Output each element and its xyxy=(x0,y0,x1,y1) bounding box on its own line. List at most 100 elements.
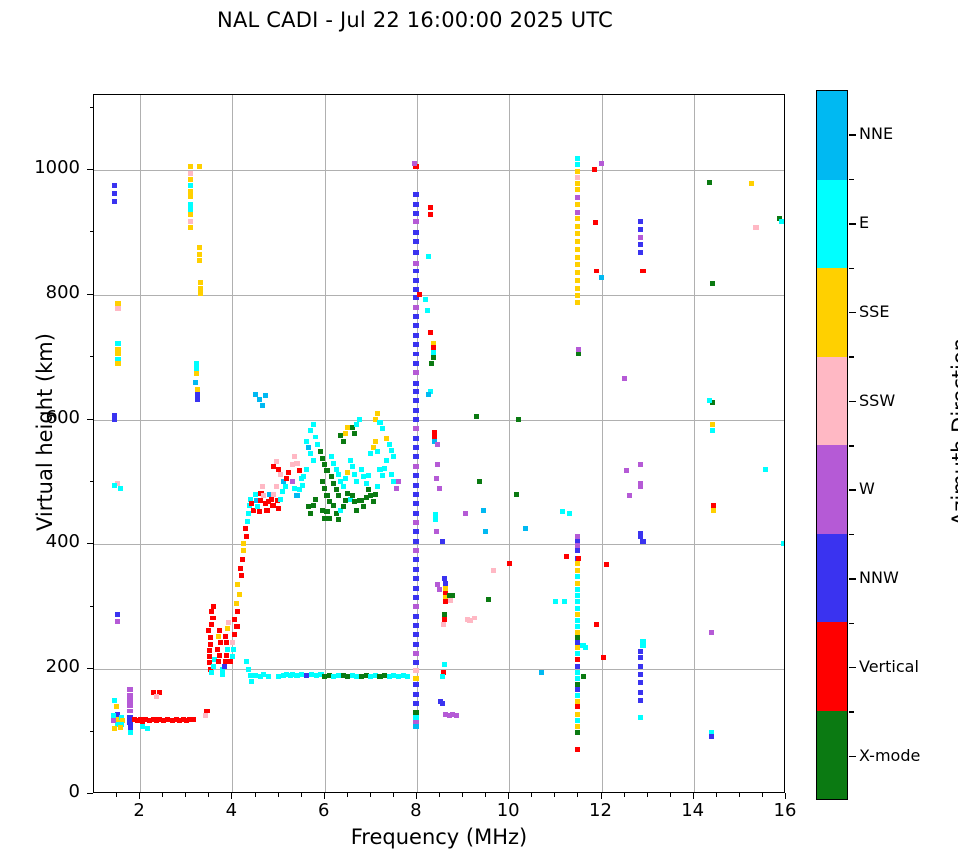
data-point xyxy=(424,307,430,313)
data-point xyxy=(276,505,282,511)
data-point xyxy=(413,351,419,357)
data-point xyxy=(391,454,397,460)
data-point xyxy=(413,380,419,386)
x-minor-tick xyxy=(392,793,394,797)
data-point xyxy=(305,504,312,510)
data-point xyxy=(115,340,121,346)
data-point xyxy=(308,451,314,457)
data-point xyxy=(372,438,378,444)
data-point xyxy=(441,621,447,627)
data-point xyxy=(413,667,419,673)
data-point xyxy=(354,422,360,427)
data-point xyxy=(581,674,587,680)
grid-line-vertical xyxy=(601,95,603,792)
data-point xyxy=(462,510,468,516)
data-point xyxy=(430,345,436,351)
data-point xyxy=(375,410,381,416)
data-point xyxy=(322,461,328,467)
x-minor-tick xyxy=(208,793,210,797)
data-point xyxy=(413,473,419,479)
data-point xyxy=(286,470,292,476)
data-point xyxy=(195,387,201,393)
data-point xyxy=(309,671,315,677)
data-point xyxy=(431,438,437,444)
colorbar-segment-w[interactable] xyxy=(817,445,847,534)
data-point xyxy=(574,209,580,215)
colorbar-label-x-mode: X-mode xyxy=(859,745,921,765)
colorbar-label-w: W xyxy=(859,479,875,499)
data-point xyxy=(707,179,713,185)
data-point xyxy=(278,471,284,477)
data-point xyxy=(345,470,351,476)
data-point xyxy=(342,476,348,482)
colorbar-segment-nnw[interactable] xyxy=(817,533,847,622)
data-point xyxy=(252,491,258,497)
data-point xyxy=(349,463,355,469)
data-point xyxy=(118,725,124,731)
colorbar-boundary-tick xyxy=(849,267,854,270)
plot-area[interactable] xyxy=(93,94,785,793)
data-point xyxy=(450,593,456,599)
colorbar[interactable] xyxy=(816,90,848,800)
data-point xyxy=(289,461,295,467)
data-point xyxy=(640,638,646,644)
data-point xyxy=(225,646,231,652)
data-point xyxy=(119,721,125,727)
colorbar-boundary-tick xyxy=(849,533,854,536)
y-minor-tick xyxy=(89,480,93,482)
data-point xyxy=(333,486,339,492)
data-point xyxy=(356,417,362,423)
data-point xyxy=(310,503,316,509)
data-point xyxy=(331,460,337,466)
colorbar-boundary-tick xyxy=(849,622,854,625)
data-point xyxy=(112,482,118,488)
data-point xyxy=(386,442,392,447)
data-point xyxy=(413,268,419,274)
colorbar-segment-x-mode[interactable] xyxy=(817,710,847,799)
data-point xyxy=(513,491,519,497)
data-point xyxy=(224,639,230,645)
data-point xyxy=(379,473,385,479)
data-point xyxy=(361,504,367,510)
data-point xyxy=(638,218,644,224)
y-tick xyxy=(87,293,93,295)
x-minor-tick xyxy=(369,793,371,797)
data-point xyxy=(538,669,545,675)
data-point xyxy=(292,454,298,460)
data-point xyxy=(294,493,300,499)
data-point xyxy=(413,463,419,469)
data-point xyxy=(188,218,194,224)
data-point xyxy=(329,474,335,480)
data-point xyxy=(413,164,419,170)
data-point xyxy=(209,669,215,675)
data-point xyxy=(413,660,419,666)
data-point xyxy=(127,692,133,698)
data-point xyxy=(574,548,580,554)
data-point xyxy=(252,672,258,678)
data-point xyxy=(312,434,318,440)
data-point xyxy=(242,526,248,532)
colorbar-tick xyxy=(849,578,856,580)
colorbar-segment-vertical[interactable] xyxy=(817,622,847,711)
y-tick-label: 600 xyxy=(45,406,80,428)
data-point xyxy=(210,615,216,621)
data-point xyxy=(413,239,419,245)
colorbar-segment-e[interactable] xyxy=(817,179,847,268)
data-point xyxy=(391,479,397,485)
data-point xyxy=(144,725,150,731)
colorbar-segment-nne[interactable] xyxy=(817,91,847,180)
data-point xyxy=(413,332,419,338)
data-point xyxy=(762,466,768,472)
data-point xyxy=(781,540,784,546)
data-point xyxy=(115,347,121,353)
grid-line-vertical xyxy=(232,95,234,792)
colorbar-segment-ssw[interactable] xyxy=(817,356,847,445)
data-point xyxy=(413,192,419,198)
data-point xyxy=(318,671,324,677)
data-point xyxy=(114,612,120,618)
data-point xyxy=(413,287,419,293)
data-point xyxy=(246,510,252,516)
colorbar-segment-sse[interactable] xyxy=(817,268,847,357)
data-point xyxy=(506,560,512,566)
data-point xyxy=(289,671,295,677)
